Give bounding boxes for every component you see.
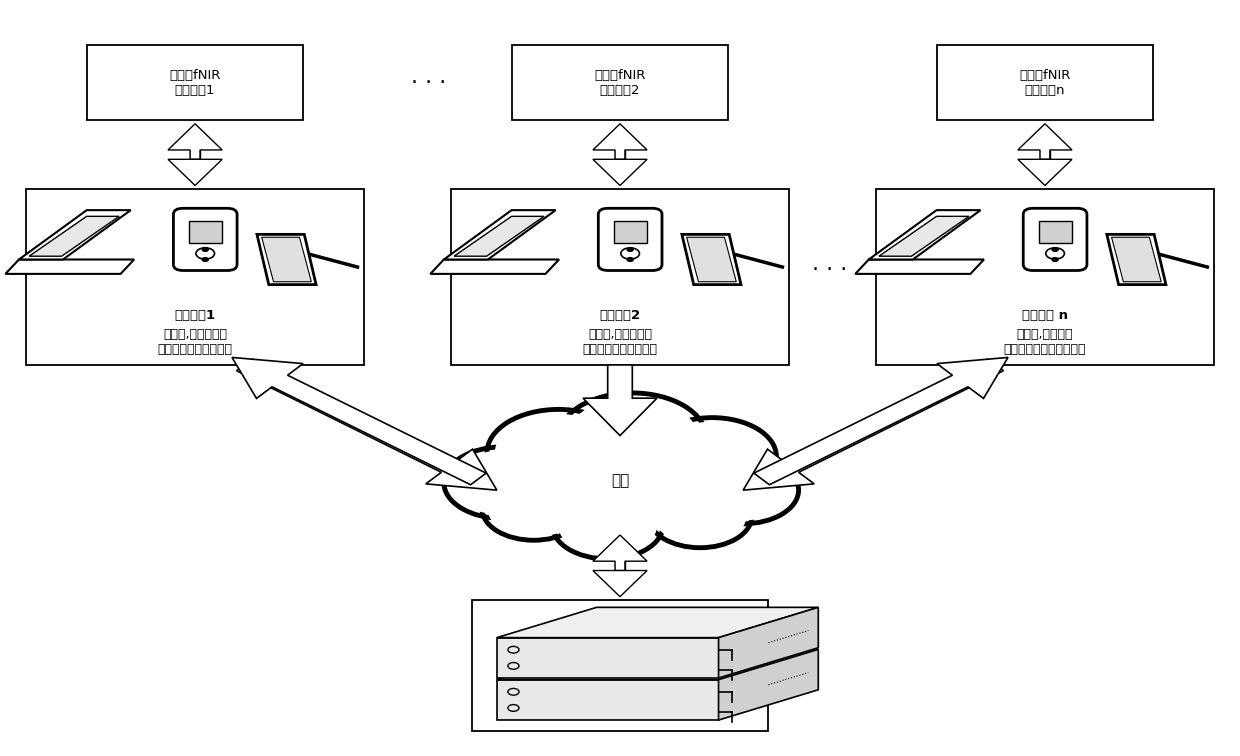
Text: · · ·: · · ·: [412, 73, 446, 93]
Polygon shape: [718, 649, 818, 720]
Polygon shape: [869, 210, 981, 259]
Text: （台式,便携式和平
板电脑以及智能手机）: （台式,便携式和平 板电脑以及智能手机）: [157, 328, 233, 356]
Polygon shape: [257, 234, 316, 284]
Circle shape: [655, 488, 745, 544]
Circle shape: [627, 247, 634, 251]
Bar: [190, 150, 200, 160]
Text: （台式,便携式和
平板电脑以及智能手机）: （台式,便携式和 平板电脑以及智能手机）: [1003, 328, 1086, 356]
Text: （台式,便携式和平
板电脑以及智能手机）: （台式,便携式和平 板电脑以及智能手机）: [583, 328, 657, 356]
Polygon shape: [593, 124, 647, 160]
Polygon shape: [879, 216, 968, 256]
Text: · · ·: · · ·: [812, 259, 847, 280]
Polygon shape: [718, 607, 818, 678]
Bar: [26, 189, 365, 365]
Bar: [614, 221, 646, 243]
Text: 智能终端2: 智能终端2: [599, 309, 641, 322]
Text: 可穿戴fNIR
传感装置2: 可穿戴fNIR 传感装置2: [594, 69, 646, 97]
Polygon shape: [167, 160, 222, 185]
Polygon shape: [682, 234, 742, 284]
Polygon shape: [237, 359, 497, 490]
FancyBboxPatch shape: [599, 209, 662, 271]
Circle shape: [444, 447, 562, 519]
Text: 网路: 网路: [611, 473, 629, 488]
Bar: [188, 221, 222, 243]
Bar: [497, 637, 718, 678]
Polygon shape: [593, 160, 647, 185]
Bar: [615, 150, 625, 160]
Polygon shape: [5, 259, 134, 274]
Bar: [937, 45, 1153, 120]
Bar: [450, 189, 790, 365]
Circle shape: [1052, 258, 1058, 262]
Polygon shape: [1111, 237, 1161, 282]
Polygon shape: [232, 358, 486, 485]
Polygon shape: [687, 237, 737, 282]
Polygon shape: [754, 358, 1008, 485]
Bar: [516, 457, 724, 516]
Bar: [875, 189, 1214, 365]
Circle shape: [688, 457, 799, 524]
Polygon shape: [29, 216, 119, 256]
Bar: [512, 45, 728, 120]
Circle shape: [202, 258, 208, 262]
Circle shape: [558, 393, 707, 482]
Circle shape: [649, 485, 751, 547]
Polygon shape: [497, 607, 818, 637]
Text: 中心服务器: 中心服务器: [625, 612, 665, 624]
Circle shape: [489, 482, 579, 537]
Polygon shape: [856, 259, 985, 274]
Polygon shape: [1107, 234, 1166, 284]
Circle shape: [496, 414, 621, 491]
Circle shape: [656, 423, 769, 491]
Polygon shape: [430, 259, 559, 274]
Circle shape: [202, 247, 208, 251]
Circle shape: [559, 496, 656, 555]
Circle shape: [487, 410, 630, 496]
Circle shape: [694, 460, 792, 520]
Polygon shape: [583, 365, 657, 435]
Bar: [472, 600, 768, 731]
Polygon shape: [743, 359, 1003, 490]
Bar: [1039, 221, 1071, 243]
Text: 智能终端1: 智能终端1: [175, 309, 216, 322]
Circle shape: [482, 478, 585, 541]
Polygon shape: [167, 124, 222, 160]
Text: 智能终端 n: 智能终端 n: [1022, 309, 1068, 322]
Polygon shape: [1018, 124, 1073, 160]
Polygon shape: [454, 216, 544, 256]
Bar: [497, 680, 718, 720]
Circle shape: [1052, 247, 1058, 251]
Polygon shape: [1018, 160, 1073, 185]
Polygon shape: [19, 210, 130, 259]
Circle shape: [649, 417, 776, 495]
Bar: [503, 453, 737, 520]
Bar: [87, 45, 303, 120]
Bar: [615, 561, 625, 571]
Circle shape: [451, 451, 556, 514]
Polygon shape: [444, 210, 556, 259]
Circle shape: [627, 258, 634, 262]
Bar: [1040, 150, 1050, 160]
Polygon shape: [593, 571, 647, 596]
FancyBboxPatch shape: [1023, 209, 1087, 271]
Text: 可穿戴fNIR
传感装置1: 可穿戴fNIR 传感装置1: [170, 69, 221, 97]
FancyBboxPatch shape: [174, 209, 237, 271]
Polygon shape: [262, 237, 311, 282]
Text: 可穿戴fNIR
传感装置n: 可穿戴fNIR 传感装置n: [1019, 69, 1070, 97]
Circle shape: [567, 398, 697, 477]
Circle shape: [552, 491, 663, 559]
Polygon shape: [593, 535, 647, 571]
Polygon shape: [497, 649, 818, 680]
